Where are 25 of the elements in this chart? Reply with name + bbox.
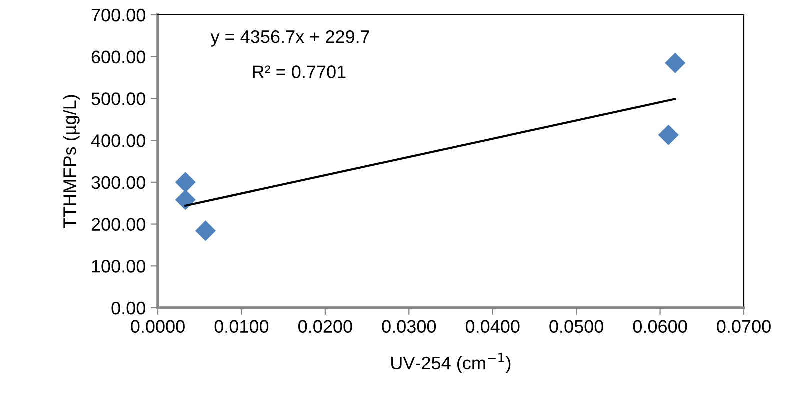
x-tick-label: 0.0200 bbox=[298, 320, 352, 334]
x-tick-label: 0.0100 bbox=[214, 320, 269, 334]
x-tick-label: 0.0700 bbox=[717, 320, 771, 334]
y-tick-label: 100.00 bbox=[92, 260, 146, 273]
y-axis-title: TTHMFPs (µg/L) bbox=[63, 95, 80, 228]
x-axis-title: UV-254 (cm$^{−1}$) bbox=[392, 353, 511, 374]
annotation: R² = 0.7701 bbox=[253, 66, 346, 78]
x-tick-label: 0.0500 bbox=[550, 320, 604, 334]
point bbox=[175, 190, 196, 210]
y-tick-label: 600.00 bbox=[92, 50, 146, 64]
point bbox=[175, 172, 196, 193]
x-tick-label: 0.0400 bbox=[466, 320, 520, 334]
y-tick-label: 400.00 bbox=[91, 134, 146, 148]
x-tick-label: 0.0600 bbox=[633, 320, 688, 334]
point bbox=[195, 220, 216, 242]
y-tick-label: 300.00 bbox=[92, 176, 146, 190]
y-tick-label: 200.00 bbox=[92, 218, 146, 232]
y-tick-label: 500.00 bbox=[92, 92, 146, 106]
annotation: y = 4356.7x + 229.7 bbox=[210, 30, 370, 47]
x-tick-label: 0.0000 bbox=[131, 320, 185, 334]
y-tick-label: 0.00 bbox=[112, 302, 146, 315]
y-tick-label: 700.00 bbox=[92, 8, 146, 22]
point bbox=[665, 52, 686, 74]
x-tick-label: 0.0300 bbox=[382, 320, 436, 334]
point bbox=[658, 124, 679, 146]
